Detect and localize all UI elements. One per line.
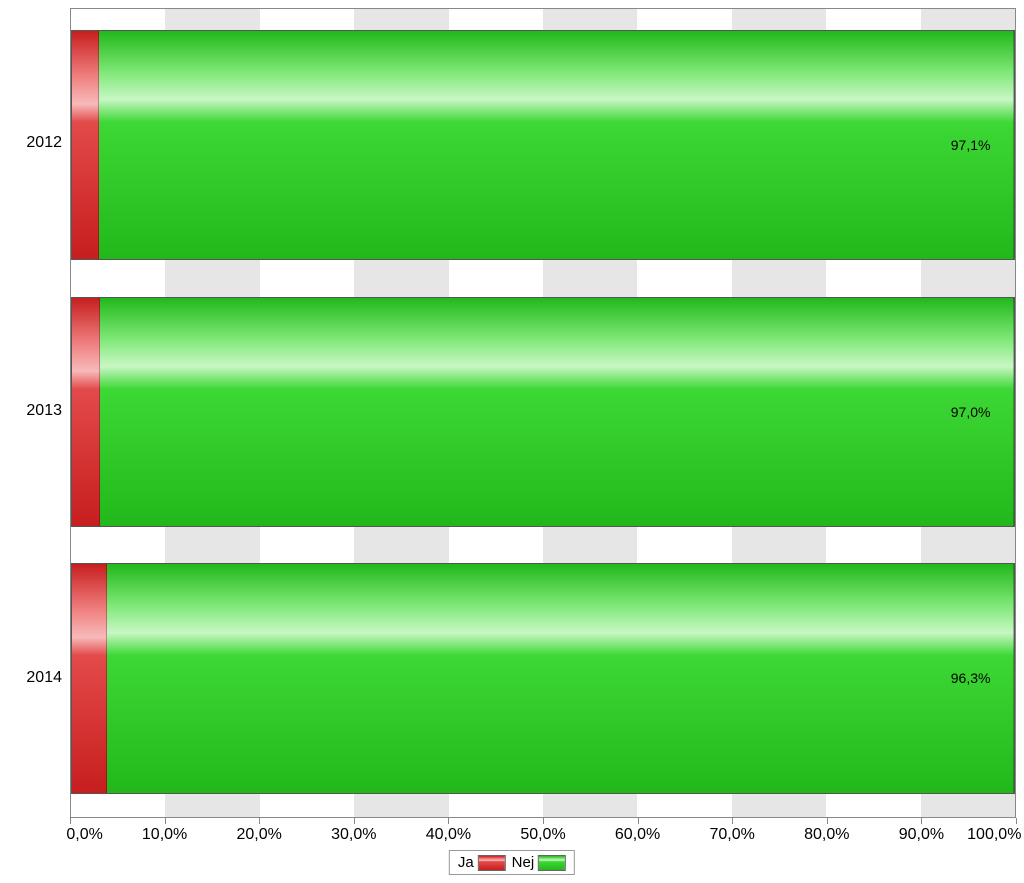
x-tick: 0,0% xyxy=(70,818,71,824)
bar-row: 97,0% xyxy=(71,297,1015,527)
plot-area: 97,1% 97,0% 96,3% xyxy=(70,8,1016,818)
x-tick-label: 20,0% xyxy=(237,826,282,844)
legend-label: Ja xyxy=(458,854,474,871)
x-tick: 60,0% xyxy=(638,818,639,824)
legend-item: Nej xyxy=(512,854,567,871)
y-axis-label: 2014 xyxy=(0,669,62,687)
x-axis: 0,0% 10,0% 20,0% 30,0% 40,0% 50,0% 60,0% 70,0% 8… xyxy=(70,818,1016,848)
x-tick-label: 10,0% xyxy=(142,826,187,844)
x-tick-label: 90,0% xyxy=(899,826,944,844)
legend-label: Nej xyxy=(512,854,535,871)
bar-segment-nej xyxy=(100,298,1014,526)
x-tick-label: 0,0% xyxy=(66,826,102,844)
x-tick: 10,0% xyxy=(165,818,166,824)
legend-swatch xyxy=(478,855,506,871)
x-tick: 40,0% xyxy=(448,818,449,824)
y-axis-label: 2012 xyxy=(0,134,62,152)
data-label: 97,1% xyxy=(951,137,991,153)
data-label: 97,0% xyxy=(951,404,991,420)
y-axis-label: 2013 xyxy=(0,402,62,420)
legend: Ja Nej xyxy=(449,850,575,875)
x-tick-label: 50,0% xyxy=(520,826,565,844)
bar-segment-nej xyxy=(107,564,1014,792)
bar-segment-ja xyxy=(72,298,100,526)
x-tick-label: 30,0% xyxy=(331,826,376,844)
bar-segment-ja xyxy=(72,31,99,259)
legend-swatch xyxy=(538,855,566,871)
x-tick-label: 80,0% xyxy=(804,826,849,844)
bar-row: 96,3% xyxy=(71,563,1015,793)
x-tick: 100,0% xyxy=(1016,818,1017,824)
x-tick: 50,0% xyxy=(543,818,544,824)
bar-segment-nej xyxy=(99,31,1014,259)
x-tick-label: 60,0% xyxy=(615,826,660,844)
x-tick-label: 70,0% xyxy=(710,826,755,844)
data-label: 96,3% xyxy=(951,670,991,686)
legend-item: Ja xyxy=(458,854,506,871)
x-tick-label: 40,0% xyxy=(426,826,471,844)
x-tick: 30,0% xyxy=(354,818,355,824)
x-tick: 20,0% xyxy=(259,818,260,824)
bar-segment-ja xyxy=(72,564,107,792)
x-tick: 80,0% xyxy=(827,818,828,824)
x-tick: 70,0% xyxy=(732,818,733,824)
chart-container: 97,1% 97,0% 96,3% 2012 2013 2014 0,0% 10,0% 20… xyxy=(0,0,1024,883)
x-tick: 90,0% xyxy=(921,818,922,824)
x-tick-label: 100,0% xyxy=(967,826,1021,844)
bar-row: 97,1% xyxy=(71,30,1015,260)
